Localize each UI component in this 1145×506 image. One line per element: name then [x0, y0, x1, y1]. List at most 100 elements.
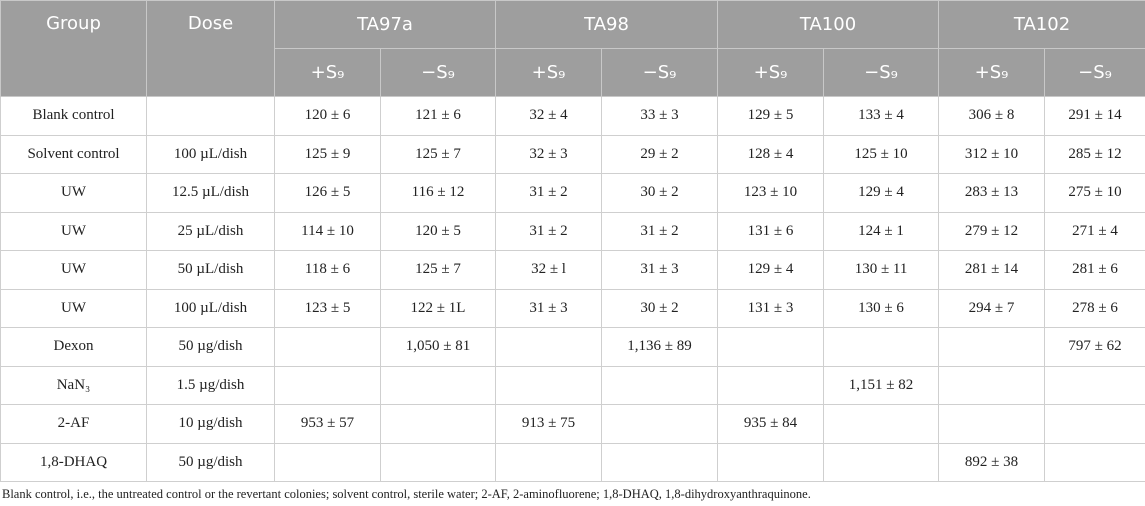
value-cell: 29 ± 2 [601, 134, 719, 174]
value-cell: 1,050 ± 81 [379, 327, 497, 367]
group-cell: UW [0, 250, 147, 290]
group-cell: Blank control [0, 96, 147, 136]
group-cell: UW [0, 288, 147, 328]
value-cell: 114 ± 10 [274, 211, 381, 251]
value-cell: 291 ± 14 [1044, 96, 1145, 136]
value-cell [274, 365, 381, 405]
value-cell: 1,136 ± 89 [601, 327, 719, 367]
dose-cell: 12.5 µL/dish [146, 173, 275, 213]
header-row: +S₉ −S₉ +S₉ −S₉ +S₉ −S₉ +S₉ −S₉ [1, 48, 1145, 97]
column-header: Dose [146, 0, 275, 97]
value-cell: 129 ± 4 [823, 173, 940, 213]
table-row: Dexon 50 µg/dish 1,050 ± 81 1,136 ± 89 797 ±… [0, 327, 1145, 367]
value-cell: 31 ± 3 [601, 250, 719, 290]
group-cell: UW [0, 211, 147, 251]
value-cell: 123 ± 10 [717, 173, 825, 213]
condition-header: −S₉ [601, 48, 719, 97]
strain-header: TA102 [938, 0, 1145, 49]
footnote: Blank control, i.e., the untreated contr… [2, 487, 811, 501]
value-cell: 31 ± 3 [495, 288, 603, 328]
condition-header: +S₉ [274, 48, 381, 97]
value-cell: 122 ± 1L [379, 288, 497, 328]
value-cell: 128 ± 4 [717, 134, 825, 174]
value-cell [495, 365, 603, 405]
value-cell: 126 ± 5 [274, 173, 381, 213]
value-cell [379, 442, 497, 482]
group-cell: 1,8-DHAQ [0, 442, 147, 482]
table-row: 1,8-DHAQ 50 µg/dish 892 ± 38 [0, 442, 1145, 482]
value-cell: 125 ± 7 [379, 250, 497, 290]
dose-cell: 25 µL/dish [146, 211, 275, 251]
table-row: UW 50 µL/dish 118 ± 6 125 ± 7 32 ± l 31 ± 3 12… [0, 250, 1145, 290]
value-cell [274, 442, 381, 482]
value-cell: 130 ± 11 [823, 250, 940, 290]
table-row: Solvent control 100 µL/dish 125 ± 9 125 ± 7… [0, 134, 1145, 174]
value-cell [601, 404, 719, 444]
dose-cell: 50 µg/dish [146, 327, 275, 367]
condition-header: +S₉ [495, 48, 603, 97]
condition-header: −S₉ [1044, 48, 1145, 97]
group-cell: Dexon [0, 327, 147, 367]
value-cell [938, 327, 1046, 367]
value-cell: 797 ± 62 [1044, 327, 1145, 367]
value-cell [823, 442, 940, 482]
value-cell [938, 365, 1046, 405]
strain-header: TA100 [717, 0, 940, 49]
value-cell: 283 ± 13 [938, 173, 1046, 213]
value-cell [495, 442, 603, 482]
value-cell [1044, 365, 1145, 405]
value-cell: 281 ± 6 [1044, 250, 1145, 290]
table-row: UW 100 µL/dish 123 ± 5 122 ± 1L 31 ± 3 30 ± 2… [0, 288, 1145, 328]
dose-cell: 100 µL/dish [146, 288, 275, 328]
value-cell: 935 ± 84 [717, 404, 825, 444]
value-cell: 124 ± 1 [823, 211, 940, 251]
dose-cell: 50 µL/dish [146, 250, 275, 290]
value-cell: 279 ± 12 [938, 211, 1046, 251]
value-cell: 131 ± 6 [717, 211, 825, 251]
value-cell: 32 ± l [495, 250, 603, 290]
value-cell: 129 ± 4 [717, 250, 825, 290]
value-cell: 121 ± 6 [379, 96, 497, 136]
value-cell [717, 442, 825, 482]
value-cell [495, 327, 603, 367]
table-header: Group Dose TA97a TA98 TA100 TA102 +S₉ −S₉ +S₉ −S₉… [0, 0, 1145, 97]
value-cell: 123 ± 5 [274, 288, 381, 328]
value-cell: 120 ± 6 [274, 96, 381, 136]
value-cell: 130 ± 6 [823, 288, 940, 328]
value-cell: 33 ± 3 [601, 96, 719, 136]
group-cell: Solvent control [0, 134, 147, 174]
value-cell: 275 ± 10 [1044, 173, 1145, 213]
value-cell: 125 ± 7 [379, 134, 497, 174]
value-cell: 312 ± 10 [938, 134, 1046, 174]
value-cell [1044, 442, 1145, 482]
value-cell: 120 ± 5 [379, 211, 497, 251]
value-cell: 32 ± 4 [495, 96, 603, 136]
value-cell [379, 404, 497, 444]
value-cell: 892 ± 38 [938, 442, 1046, 482]
value-cell [601, 365, 719, 405]
value-cell: 129 ± 5 [717, 96, 825, 136]
value-cell [601, 442, 719, 482]
group-cell: NaN₃ [0, 365, 147, 405]
table-row: NaN₃ 1.5 µg/dish 1,151 ± 82 [0, 365, 1145, 405]
value-cell [1044, 404, 1145, 444]
table-row: UW 12.5 µL/dish 126 ± 5 116 ± 12 31 ± 2 30 ± … [0, 173, 1145, 213]
strain-header: TA98 [495, 0, 719, 49]
value-cell: 1,151 ± 82 [823, 365, 940, 405]
value-cell [717, 365, 825, 405]
value-cell [823, 404, 940, 444]
value-cell: 30 ± 2 [601, 173, 719, 213]
value-cell: 294 ± 7 [938, 288, 1046, 328]
dose-cell: 50 µg/dish [146, 442, 275, 482]
value-cell: 116 ± 12 [379, 173, 497, 213]
value-cell: 125 ± 9 [274, 134, 381, 174]
value-cell [938, 404, 1046, 444]
value-cell: 271 ± 4 [1044, 211, 1145, 251]
value-cell: 913 ± 75 [495, 404, 603, 444]
condition-header: +S₉ [938, 48, 1046, 97]
value-cell: 953 ± 57 [274, 404, 381, 444]
column-header: Group [0, 0, 147, 97]
